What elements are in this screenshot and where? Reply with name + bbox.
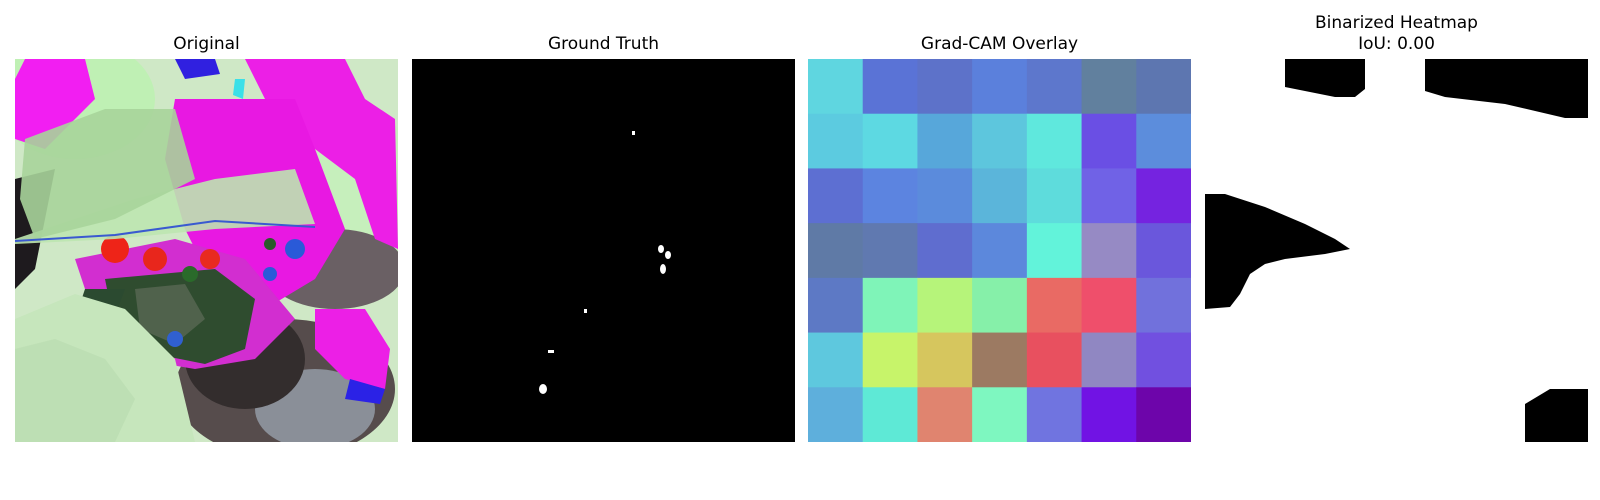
gradcam-cell	[1081, 332, 1137, 388]
gradcam-cell	[1026, 59, 1083, 115]
gradcam-title: Grad-CAM Overlay	[920, 34, 1079, 54]
binarized-title: Binarized Heatmap	[1315, 13, 1478, 33]
binarized-heatmap	[1205, 59, 1588, 442]
gradcam-cell	[808, 387, 864, 442]
gradcam-cell	[1136, 223, 1191, 279]
gradcam-cell	[917, 223, 973, 279]
gradcam-cell	[917, 168, 973, 224]
gradcam-cell	[972, 387, 1028, 442]
gradcam-cell	[1026, 223, 1083, 279]
gradcam-cell	[862, 387, 918, 442]
binarized-panel: Binarized Heatmap IoU: 0.00	[1205, 0, 1588, 500]
gradcam-cell	[917, 113, 973, 169]
gradcam-cell	[862, 113, 918, 169]
ground-truth-panel: Ground Truth	[412, 0, 795, 500]
gradcam-cell	[972, 332, 1028, 388]
gradcam-cell	[1081, 223, 1137, 279]
gradcam-cell	[808, 332, 864, 388]
gradcam-cell	[808, 223, 864, 279]
gradcam-cell	[862, 277, 918, 334]
gradcam-cell	[1136, 277, 1191, 334]
original-image	[15, 59, 398, 442]
gradcam-cell	[972, 59, 1028, 115]
gradcam-cell	[1136, 113, 1191, 169]
iou-label: IoU: 0.00	[1358, 34, 1435, 54]
gradcam-cell	[917, 59, 973, 115]
gradcam-cell	[1081, 59, 1137, 115]
gradcam-cell	[1026, 168, 1083, 224]
gradcam-cell	[808, 113, 864, 169]
gradcam-cell	[972, 223, 1028, 279]
gradcam-cell	[808, 59, 864, 115]
gradcam-cell	[1136, 332, 1191, 388]
gradcam-cell	[1026, 387, 1083, 442]
gradcam-cell	[1026, 277, 1083, 334]
gradcam-cell	[1136, 387, 1191, 442]
original-title: Original	[173, 34, 240, 54]
ground-truth-mask	[412, 59, 795, 442]
gradcam-cell	[1081, 277, 1137, 334]
gradcam-cell	[917, 387, 973, 442]
gradcam-cell	[1081, 113, 1137, 169]
gradcam-heatmap	[808, 59, 1191, 442]
ground-truth-title: Ground Truth	[547, 34, 660, 54]
gradcam-cell	[1026, 332, 1083, 388]
gradcam-cell	[972, 168, 1028, 224]
gradcam-cell	[1136, 59, 1191, 115]
gradcam-cell	[1026, 113, 1083, 169]
gradcam-cell	[862, 332, 918, 388]
gradcam-cell	[972, 277, 1028, 334]
gradcam-cell	[808, 277, 864, 334]
original-panel: Original	[15, 0, 398, 500]
gradcam-cell	[1081, 168, 1137, 224]
gradcam-cell	[862, 168, 918, 224]
gradcam-cell	[1081, 387, 1137, 442]
gradcam-cell	[917, 277, 973, 334]
gradcam-cell	[917, 332, 973, 388]
gradcam-panel: Grad-CAM Overlay	[808, 0, 1191, 500]
gradcam-cell	[808, 168, 864, 224]
gradcam-cell	[972, 113, 1028, 169]
gradcam-cell	[862, 59, 918, 115]
gradcam-cell	[862, 223, 918, 279]
gradcam-cell	[1136, 168, 1191, 224]
